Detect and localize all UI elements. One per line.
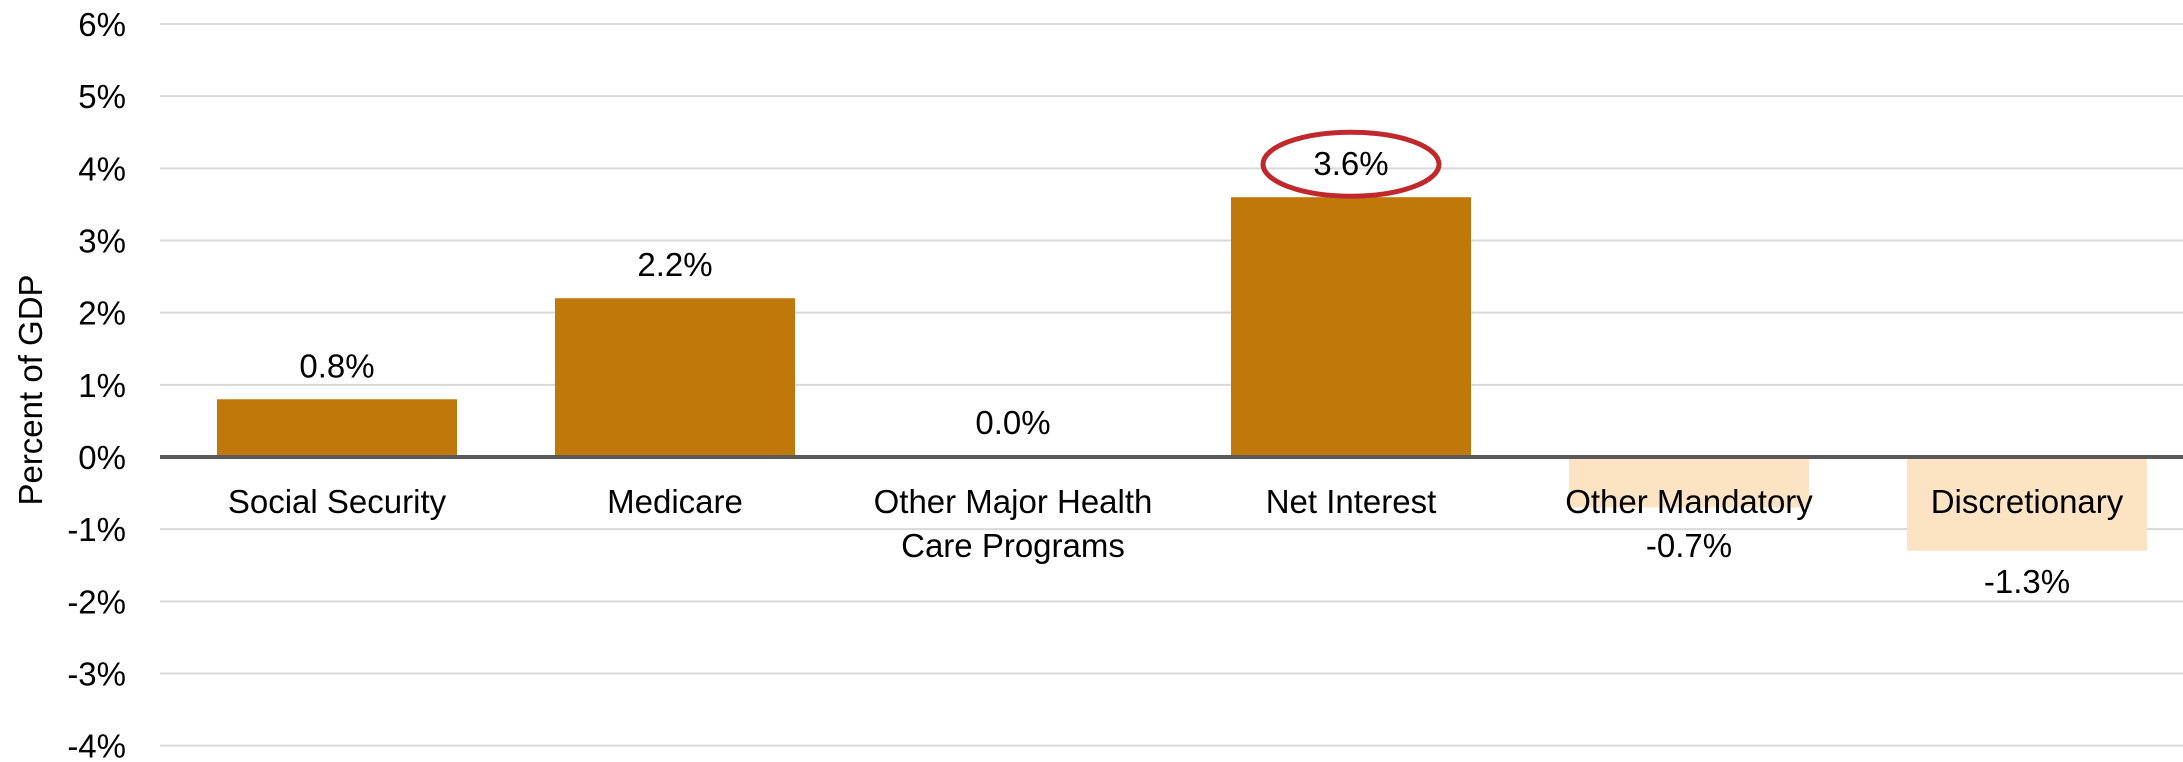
data-label: 0.0% [975,404,1050,441]
category-label: Other Mandatory [1565,483,1813,520]
y-tick-label: 0% [78,439,126,476]
category-label: Other Major Health [874,483,1153,520]
y-tick-label: 2% [78,295,126,332]
data-label: 2.2% [637,246,712,283]
category-label: Net Interest [1266,483,1437,520]
category-labels: Social Security Medicare Other Major Healt… [228,483,2124,564]
y-tick-label: 1% [78,367,126,404]
bar [217,399,457,457]
data-label: -0.7% [1646,527,1732,564]
bar [555,298,795,457]
y-tick-label: -2% [67,583,126,620]
category-label: Medicare [607,483,743,520]
category-label: Care Programs [901,527,1125,564]
data-label: -1.3% [1984,563,2070,600]
y-tick-label: -4% [67,728,126,762]
bar [1231,197,1471,457]
bars [217,197,2147,551]
bar [1907,457,2147,551]
gridlines [160,23,2183,747]
y-tick-label: -1% [67,511,126,548]
y-tick-labels: 6% 5% 4% 3% 2% 1% 0% -1% -2% -3% -4% [67,6,126,762]
data-label: 3.6% [1313,145,1388,182]
y-tick-label: -3% [67,656,126,693]
data-label: 0.8% [299,347,374,384]
highlight-ellipse [1260,129,1442,199]
y-tick-label: 3% [78,223,126,260]
y-tick-label: 5% [78,78,126,115]
y-tick-label: 6% [78,6,126,43]
y-tick-label: 4% [78,150,126,187]
category-label: Discretionary [1931,483,2124,520]
y-axis-label: Percent of GDP [12,274,49,505]
data-labels: 0.8% 2.2% 0.0% 3.6% -0.7% -1.3% [299,129,2070,600]
category-label: Social Security [228,483,447,520]
bar [1569,457,1809,508]
